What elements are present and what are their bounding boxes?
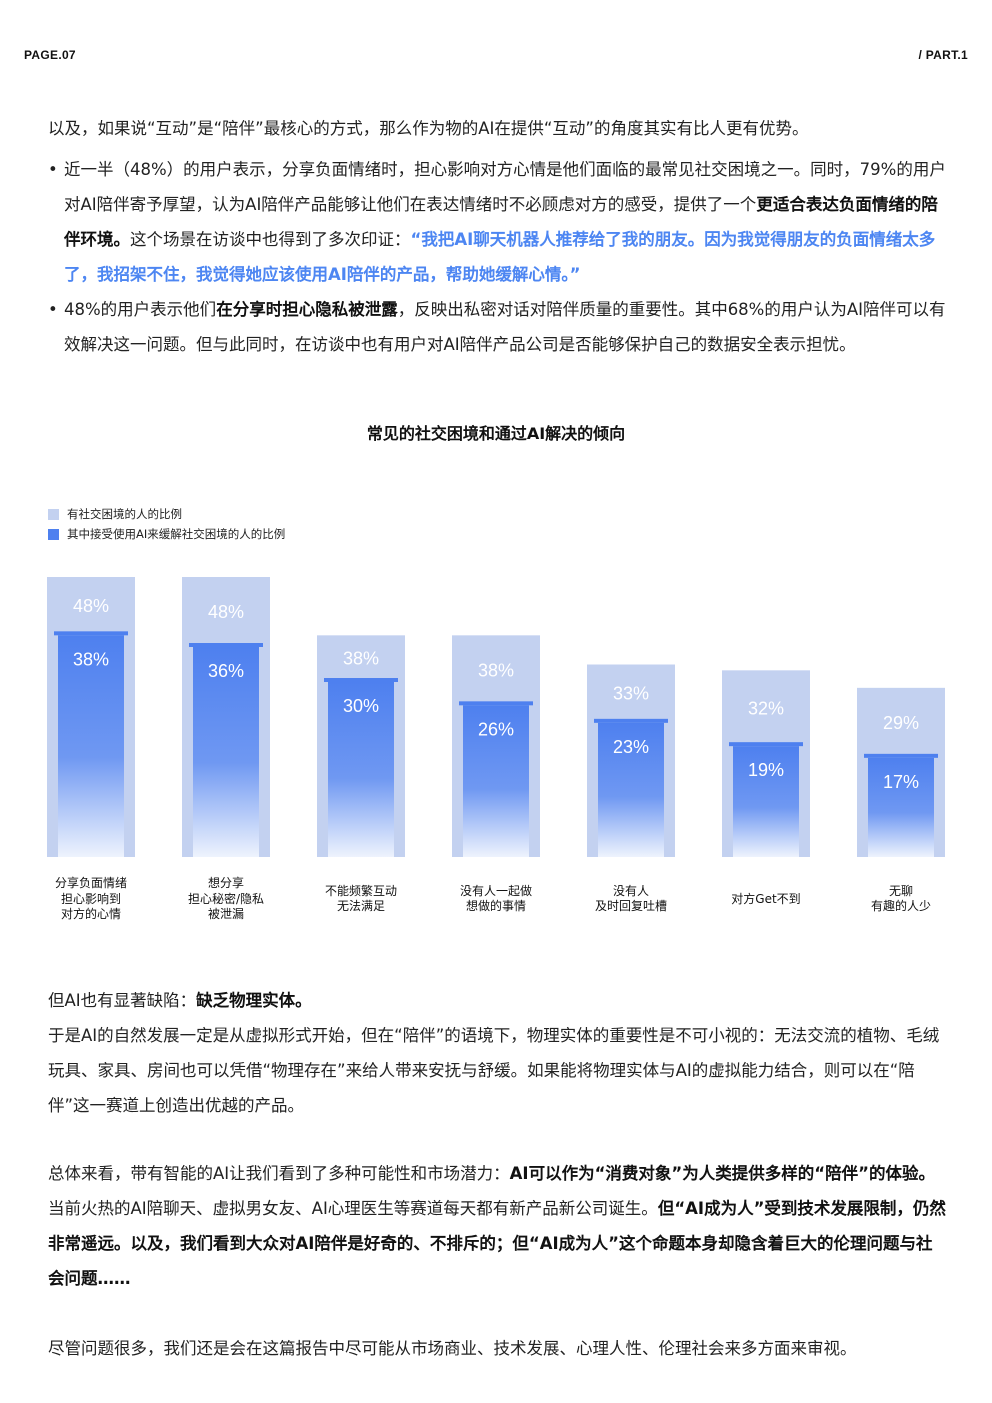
summary-highlight-1: AI可以作为“消费对象”为人类提供多样的“陪伴”的体验。 <box>509 1164 935 1183</box>
finding-2-text-2: ，反映出私密对话对陪伴质量的重要性。其中68%的用户认为AI陪伴可以有效解决这一… <box>64 300 946 354</box>
limitation-line-1: 但AI也有显著缺陷：缺乏物理实体。 <box>48 983 946 1018</box>
legend-item-series1: 有社交困境的人的比例 <box>48 504 285 524</box>
data-label-outer-4: 33% <box>613 684 649 704</box>
finding-1-text-2: 这个场景在访谈中也得到了多次印证： <box>130 230 411 249</box>
chart-legend: 有社交困境的人的比例 其中接受使用AI来缓解社交困境的人的比例 <box>48 504 285 544</box>
data-label-outer-3: 38% <box>478 660 514 680</box>
x-tick-label-6: 无聊 有趣的人少 <box>870 883 931 914</box>
x-tick-label-3: 没有人一起做 想做的事情 <box>459 883 532 914</box>
data-label-outer-1: 48% <box>208 602 244 622</box>
bar-cap-3 <box>459 701 533 706</box>
bar-cap-6 <box>864 753 938 758</box>
x-tick-label-0: 分享负面情绪 担心影响到 对方的心情 <box>54 876 127 921</box>
summary-lead: 总体来看，带有智能的AI让我们看到了多种可能性和市场潜力： <box>48 1164 510 1183</box>
bar-cap-5 <box>729 742 803 747</box>
legend-swatch-dark <box>48 528 59 540</box>
bar-inner-2 <box>328 682 394 857</box>
data-label-inner-0: 38% <box>73 649 109 669</box>
finding-2-highlight: 在分享时担心隐私被泄露 <box>216 300 398 319</box>
findings-list: 近一半（48%）的用户表示，分享负面情绪时，担心影响对方心情是他们面临的最常见社… <box>48 152 946 362</box>
data-label-outer-5: 32% <box>748 698 784 718</box>
closing-paragraph: 尽管问题很多，我们还是会在这篇报告中尽可能从市场商业、技术发展、心理人性、伦理社… <box>48 1339 857 1358</box>
bar-inner-4 <box>598 722 664 857</box>
limitation-lead: 但AI也有显著缺陷： <box>48 991 197 1010</box>
data-label-inner-2: 30% <box>343 696 379 716</box>
limitation-paragraph: 但AI也有显著缺陷：缺乏物理实体。 于是AI的自然发展一定是从虚拟形式开始，但在… <box>48 983 946 1123</box>
x-tick-label-1: 想分享 担心秘密/隐私 被泄漏 <box>187 876 265 921</box>
finding-privacy: 48%的用户表示他们在分享时担心隐私被泄露，反映出私密对话对陪伴质量的重要性。其… <box>48 292 946 362</box>
finding-1-highlight: 更适合表达负面情绪的陪伴环境。 <box>64 195 938 249</box>
summary-paragraph: 总体来看，带有智能的AI让我们看到了多种可能性和市场潜力：AI可以作为“消费对象… <box>48 1156 946 1296</box>
limitation-highlight: 缺乏物理实体。 <box>196 991 312 1010</box>
bar-inner-3 <box>463 705 529 857</box>
data-label-inner-4: 23% <box>613 737 649 757</box>
finding-2-text: 48%的用户表示他们 <box>64 300 217 319</box>
x-tick-label-5: 对方Get不到 <box>731 891 801 906</box>
bar-cap-4 <box>594 718 668 723</box>
bar-chart: 48% 38% 48% 36% 38% 30% 38% 26% 33% 23% 32% 19% 29% 1… <box>47 577 945 857</box>
legend-label-series2: 其中接受使用AI来缓解社交困境的人的比例 <box>67 527 286 541</box>
data-label-outer-0: 48% <box>73 596 109 616</box>
bar-inner-0 <box>58 635 124 857</box>
finding-1-text: 近一半（48%）的用户表示，分享负面情绪时，担心影响对方心情是他们面临的最常见社… <box>64 160 946 214</box>
data-label-inner-5: 19% <box>748 760 784 780</box>
x-tick-label-4: 没有人 及时回复吐槽 <box>594 883 667 914</box>
intro-paragraph: 以及，如果说“互动”是“陪伴”最核心的方式，那么作为物的AI在提供“互动”的角度… <box>48 119 809 138</box>
bar-cap-1 <box>189 643 263 647</box>
finding-negative-emotion: 近一半（48%）的用户表示，分享负面情绪时，担心影响对方心情是他们面临的最常见社… <box>48 152 946 292</box>
limitation-body: 于是AI的自然发展一定是从虚拟形式开始，但在“陪伴”的语境下，物理实体的重要性是… <box>48 1026 940 1115</box>
x-tick-label-2: 不能频繁互动 无法满足 <box>324 883 397 914</box>
legend-item-series2: 其中接受使用AI来缓解社交困境的人的比例 <box>48 524 285 544</box>
bar-inner-1 <box>193 647 259 857</box>
data-label-inner-6: 17% <box>883 772 919 792</box>
bar-cap-0 <box>54 631 128 636</box>
data-label-outer-2: 38% <box>343 649 379 669</box>
bar-inner-6 <box>868 757 934 857</box>
legend-swatch-light <box>48 508 59 520</box>
summary-middle: 当前火热的AI陪聊天、虚拟男女友、AI心理医生等赛道每天都有新产品新公司诞生。 <box>48 1199 658 1218</box>
bar-inner-5 <box>733 746 799 857</box>
interview-quote: “我把AI聊天机器人推荐给了我的朋友。因为我觉得朋友的负面情绪太多了，我招架不住… <box>64 230 936 284</box>
bar-cap-2 <box>324 678 398 682</box>
summary-highlight-2: 但“AI成为人”受到技术发展限制，仍然非常遥远。以及，我们看到大众对AI陪伴是好… <box>48 1199 946 1288</box>
part-label: / PART.1 <box>918 48 968 62</box>
legend-label-series1: 有社交困境的人的比例 <box>67 507 182 521</box>
data-label-outer-6: 29% <box>883 713 919 733</box>
data-label-inner-1: 36% <box>208 661 244 681</box>
chart-title: 常见的社交困境和通过AI解决的倾向 <box>366 424 626 443</box>
data-label-inner-3: 26% <box>478 719 514 739</box>
page-number: PAGE.07 <box>24 48 76 62</box>
